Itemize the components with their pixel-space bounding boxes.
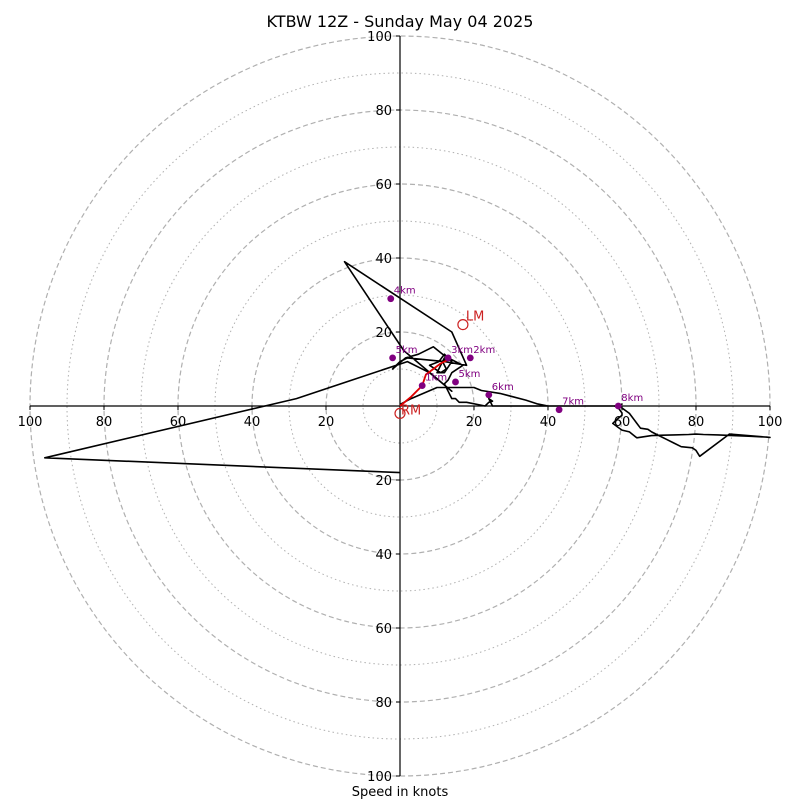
storm-marker-LM <box>457 319 469 331</box>
y-tick-label: 100 <box>367 770 392 785</box>
x-tick-label: 80 <box>688 415 705 430</box>
x-tick-label: 40 <box>244 415 261 430</box>
y-tick-label: 40 <box>375 548 392 563</box>
shear-line <box>399 358 449 407</box>
height-label-1km: 1km <box>425 373 447 384</box>
y-tick-label: 60 <box>375 622 392 637</box>
height-marker-1km <box>418 382 426 390</box>
height-marker-4km <box>387 295 395 303</box>
x-axis-label: Speed in knots <box>352 785 449 800</box>
x-tick-label: 20 <box>466 415 483 430</box>
height-marker-5km <box>452 378 459 386</box>
storm-marker-RM <box>394 407 406 419</box>
height-label-2km: 2km <box>473 345 495 356</box>
height-label-5km: 5km <box>396 345 418 356</box>
x-tick-label: 60 <box>614 415 631 430</box>
height-label-7km: 7km <box>562 397 584 408</box>
y-tick-label: 20 <box>375 474 392 489</box>
x-tick-label: 100 <box>758 415 783 430</box>
storm-motion-markers: LM RM <box>394 310 484 419</box>
storm-label-LM: LM <box>466 310 484 325</box>
height-marker-8km <box>614 402 622 410</box>
height-label-5km: 5km <box>459 369 481 380</box>
y-tick-label: 20 <box>375 326 392 341</box>
height-marker-3km <box>444 354 452 362</box>
x-tick-label: 100 <box>18 415 43 430</box>
storm-label-RM: RM <box>401 403 421 418</box>
y-tick-label: 60 <box>375 178 392 193</box>
height-marker-7km <box>555 406 563 414</box>
shear-trace <box>399 358 449 407</box>
height-marker-6km <box>485 391 493 399</box>
height-label-4km: 4km <box>394 286 416 297</box>
x-tick-label: 80 <box>96 415 113 430</box>
x-tick-label: 20 <box>318 415 335 430</box>
height-label-3km: 3km <box>451 345 473 356</box>
y-tick-label: 80 <box>375 104 392 119</box>
height-marker-5km <box>389 354 396 362</box>
chart-title: KTBW 12Z - Sunday May 04 2025 <box>267 12 534 31</box>
y-tick-label: 40 <box>375 252 392 267</box>
height-marker-2km <box>466 354 474 362</box>
y-tick-label: 100 <box>367 30 392 45</box>
x-tick-label: 40 <box>540 415 557 430</box>
y-tick-label: 80 <box>375 696 392 711</box>
height-markers: 2km 4km 5km 3km 5km 6km 7km 8km 1km <box>387 286 643 414</box>
tick-labels: 100 80 60 40 20 20 40 60 80 100100806040202040608… <box>18 30 783 785</box>
height-label-6km: 6km <box>492 382 514 393</box>
height-label-8km: 8km <box>621 393 643 404</box>
